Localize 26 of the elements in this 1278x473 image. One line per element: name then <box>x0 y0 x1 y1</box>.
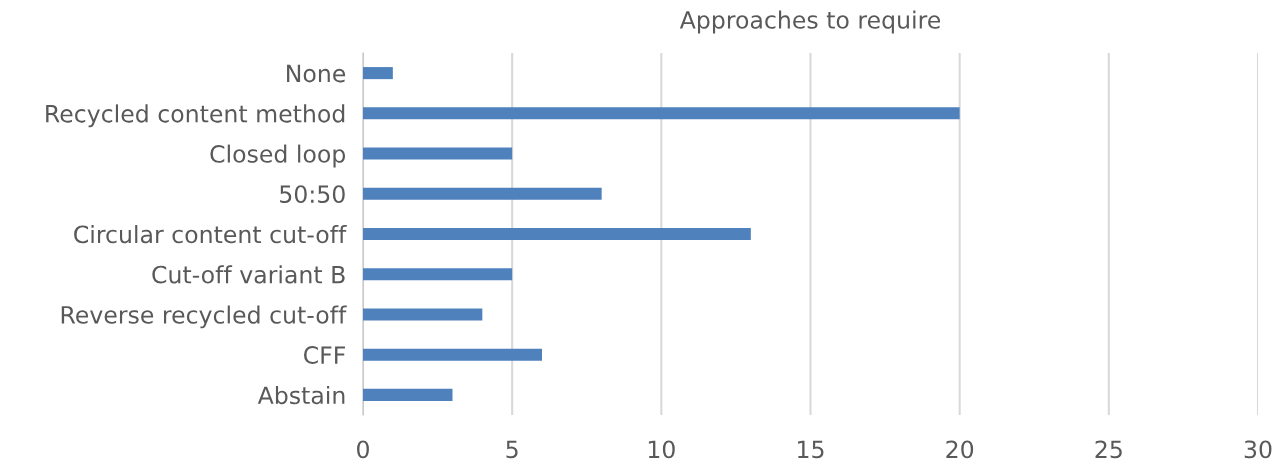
bar <box>363 147 513 160</box>
bar <box>363 308 483 321</box>
x-tick-label: 20 <box>946 440 974 459</box>
y-tick-label: 50:50 <box>280 185 345 204</box>
chart-title: Approaches to require <box>679 10 941 34</box>
y-tick-label: None <box>287 64 346 83</box>
x-tick-label: 15 <box>798 440 824 459</box>
y-tick-label: Cut-off variant B <box>152 265 345 284</box>
y-tick-label: Circular content cut-off <box>74 225 347 244</box>
y-tick-label: Closed loop <box>210 144 346 168</box>
y-tick-label: Reverse recycled cut-off <box>61 305 347 329</box>
x-tick-label: 0 <box>357 440 369 459</box>
bar <box>363 67 393 80</box>
bar <box>363 187 602 200</box>
y-tick-label: CFF <box>304 346 345 364</box>
x-tick-label: 10 <box>648 440 675 459</box>
x-tick-label: 25 <box>1095 440 1122 459</box>
bar <box>363 348 542 361</box>
y-tick-label: Recycled content method <box>46 104 345 128</box>
x-tick-label: 5 <box>506 440 518 459</box>
bar <box>363 388 453 401</box>
y-tick-label: Abstain <box>257 385 345 405</box>
bar <box>363 268 513 281</box>
x-tick-label: 30 <box>1244 440 1272 459</box>
bar <box>363 227 751 241</box>
bar <box>363 107 960 120</box>
